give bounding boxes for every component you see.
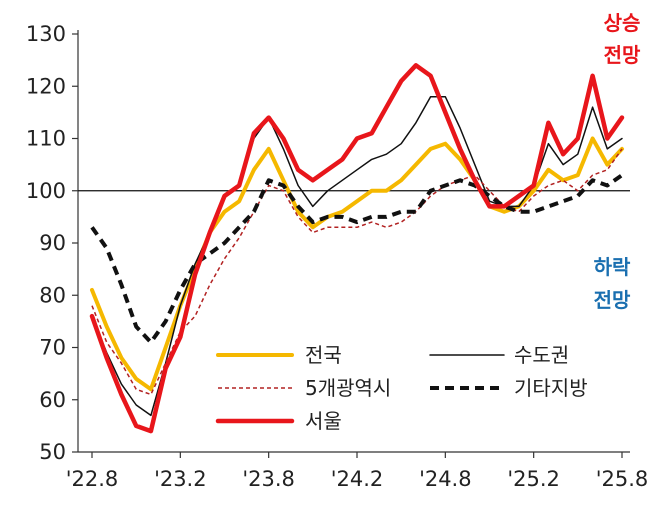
x-tick-label-4: '24.8 [419, 467, 472, 491]
y-tick-label-50: 50 [39, 440, 66, 464]
series-line-metro [91, 148, 623, 396]
y-tick-label-130: 130 [26, 22, 66, 46]
series-group [89, 63, 625, 434]
y-axis: 50 60 70 80 90 100 110 120 130 [26, 22, 78, 464]
x-tick-label-6: '25.8 [596, 467, 649, 491]
y-tick-label-80: 80 [39, 283, 66, 307]
annotation-up-line1: 상승 [604, 11, 641, 35]
annotation-down-line2: 전망 [594, 288, 631, 312]
legend: 전국 수도권 5개광역시 기타지방 서울 [215, 343, 588, 433]
y-tick-label-90: 90 [39, 231, 66, 255]
x-tick-label-0: '22.8 [66, 467, 119, 491]
annotation-down-line1: 하락 [594, 255, 631, 279]
annotation-up-line2: 전망 [604, 43, 641, 67]
y-tick-label-70: 70 [39, 336, 66, 360]
x-tick-label-3: '24.2 [331, 467, 384, 491]
y-tick-label-100: 100 [26, 179, 66, 203]
y-tick-label-120: 120 [26, 74, 66, 98]
x-tick-label-1: '23.2 [154, 467, 207, 491]
legend-label-seoul: 서울 [305, 409, 342, 433]
y-tick-label-110: 110 [26, 127, 66, 151]
x-tick-label-5: '25.2 [507, 467, 560, 491]
legend-label-other: 기타지방 [514, 376, 588, 400]
series-line-other [90, 173, 624, 345]
legend-label-national: 전국 [305, 343, 342, 367]
series-line-seoul [89, 63, 625, 434]
legend-label-metro: 5개광역시 [305, 376, 391, 400]
y-tick-label-60: 60 [39, 388, 66, 412]
x-tick-label-2: '23.8 [242, 467, 295, 491]
x-axis-labels: '22.8 '23.2 '23.8 '24.2 '24.8 '25.2 '25.8 [66, 452, 649, 491]
legend-label-capital: 수도권 [514, 343, 569, 367]
